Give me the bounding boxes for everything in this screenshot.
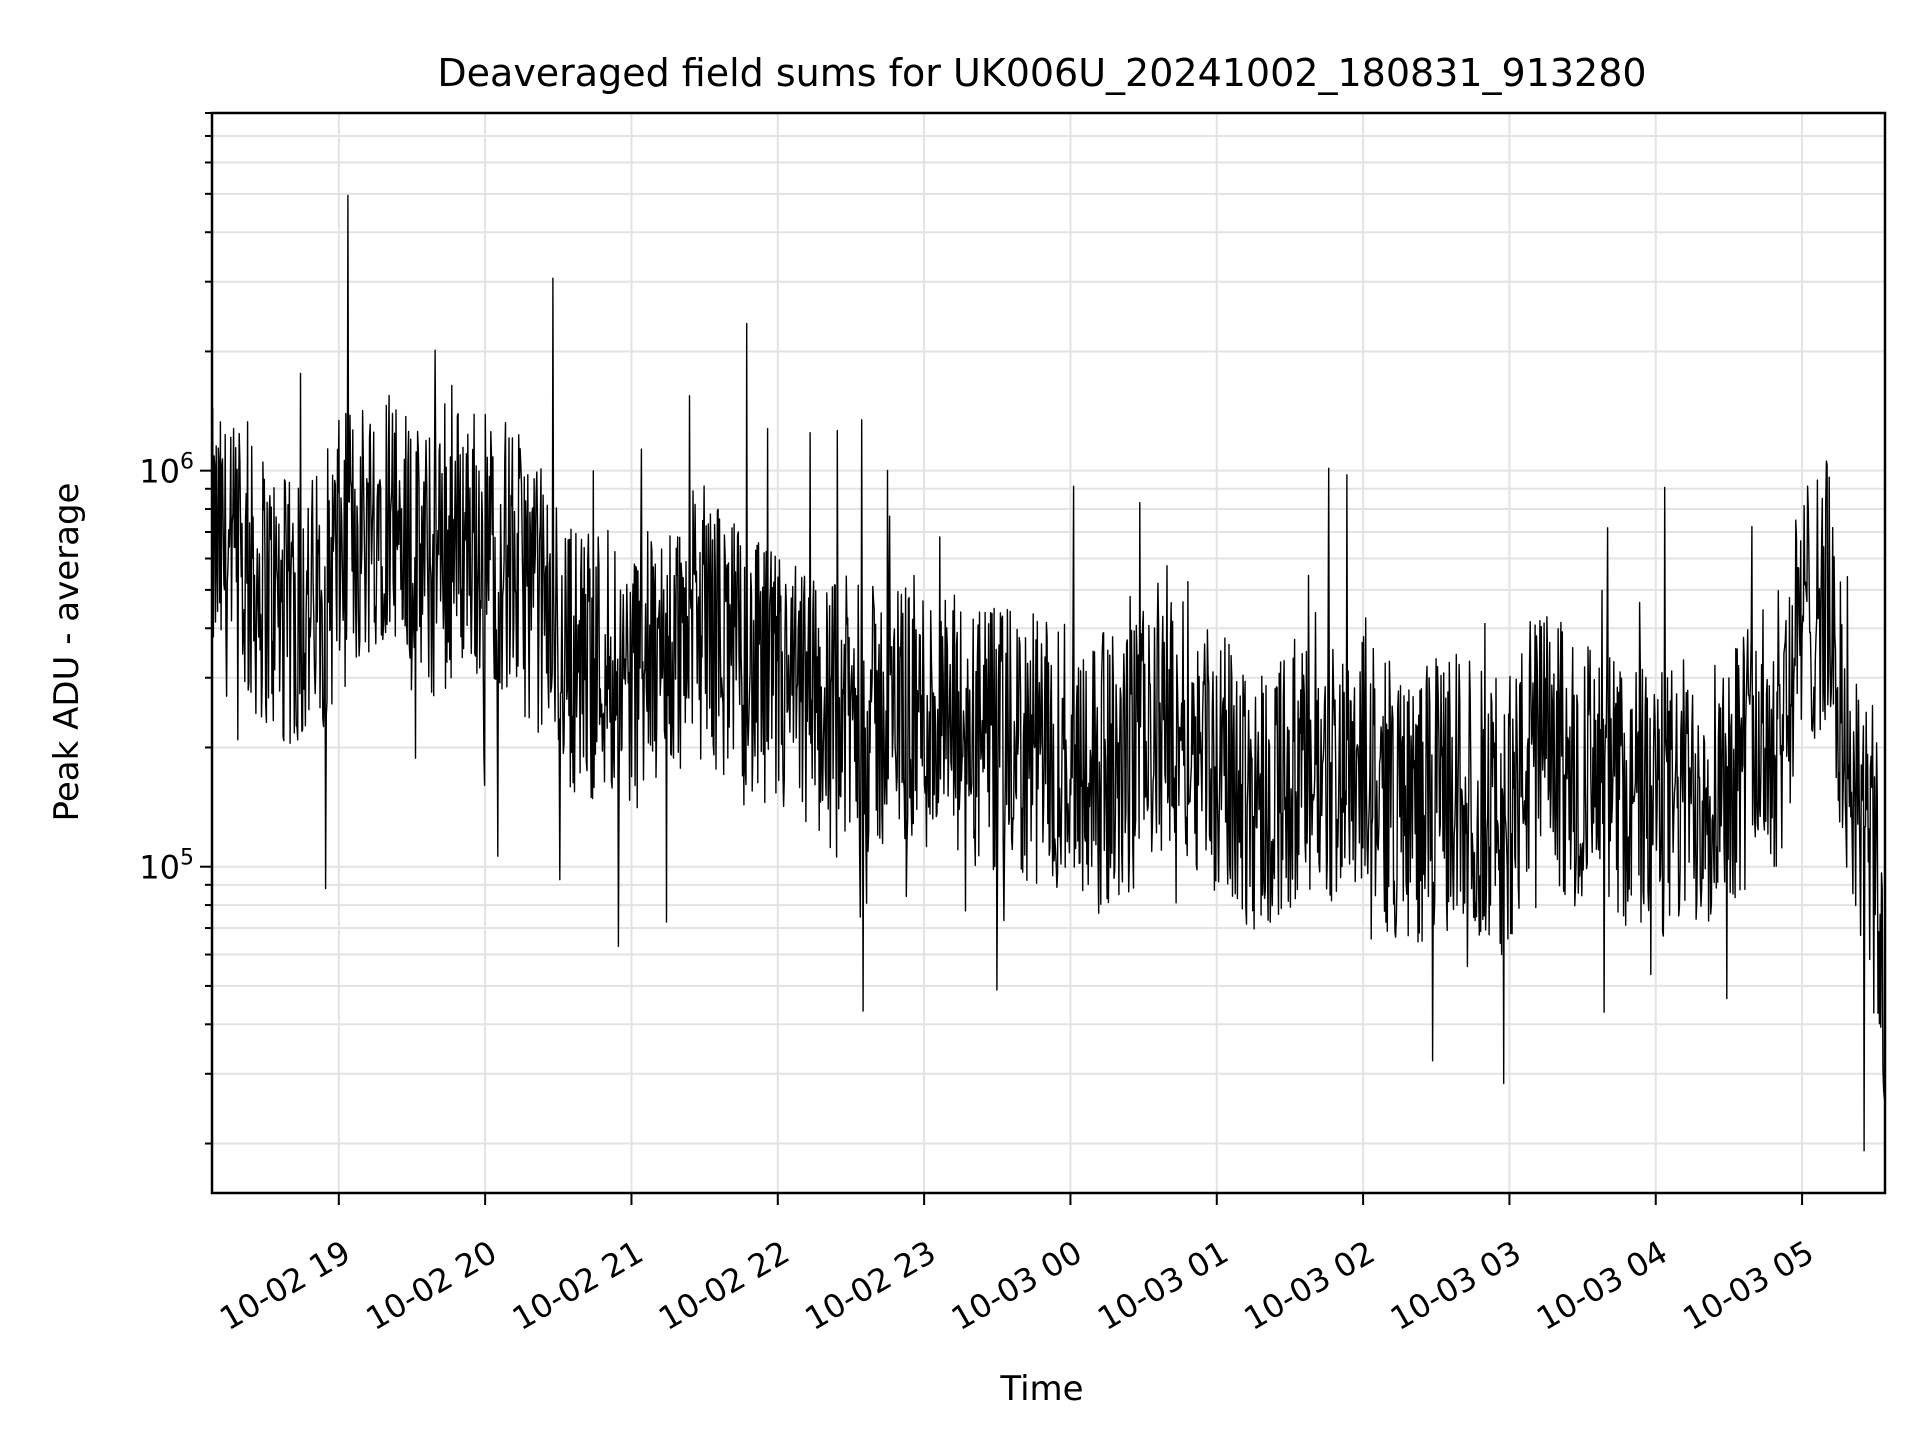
- data-line-group: [211, 194, 1886, 1152]
- y-tick-label: 106: [139, 450, 194, 491]
- y-tick-label: 105: [139, 846, 194, 887]
- chart-title: Deaveraged field sums for UK006U_2024100…: [437, 51, 1646, 95]
- plot-frame: [210, 111, 1887, 1195]
- x-axis-label: Time: [999, 1369, 1083, 1409]
- series-line: [211, 194, 1886, 1152]
- y-axis-label: Peak ADU - average: [47, 483, 87, 822]
